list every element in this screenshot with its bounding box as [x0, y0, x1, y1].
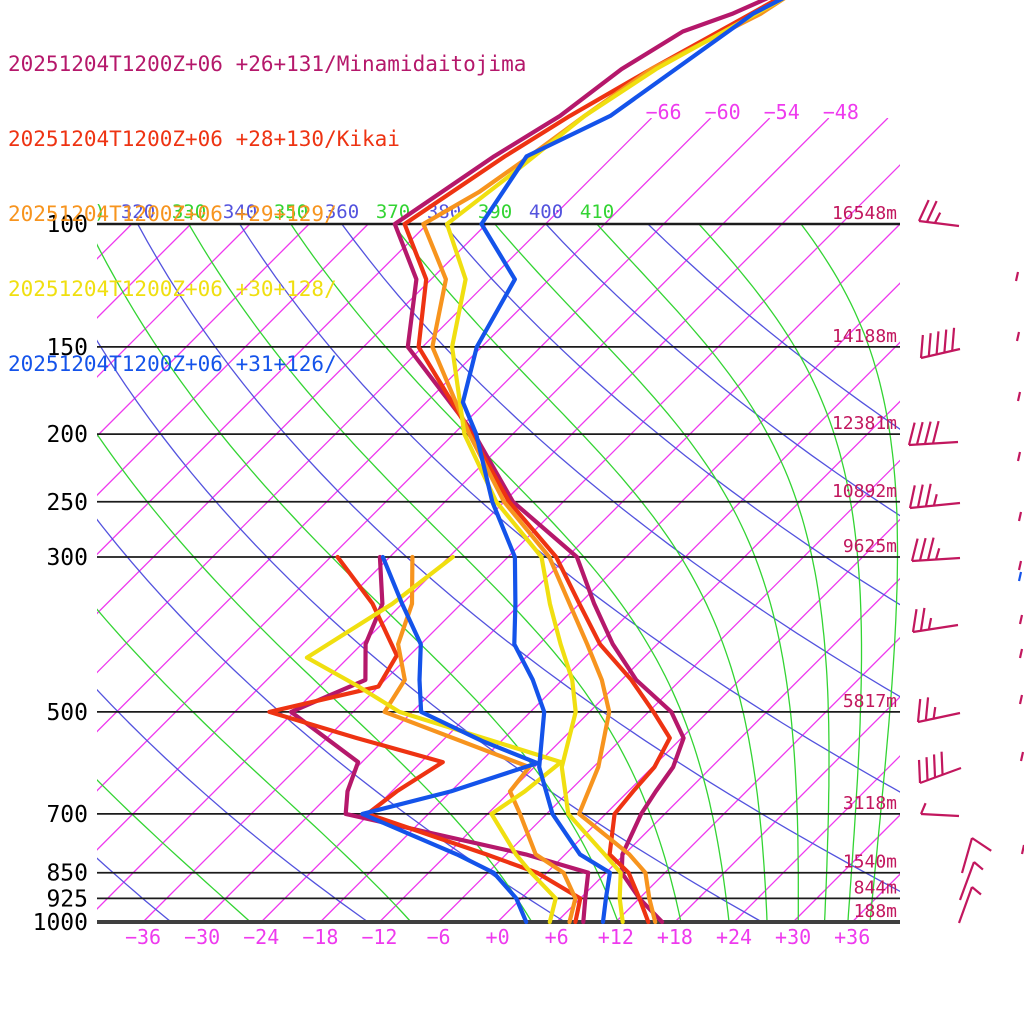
pressure-lines [97, 222, 900, 924]
temp-label-bottom-30: +30 [775, 925, 811, 949]
temp-label-top--54: −54 [764, 100, 800, 124]
temp-label-bottom--36: −36 [125, 925, 161, 949]
pressure-label-700: 700 [46, 802, 88, 828]
dewpoint-curve-minamidaitojima-26-131 [289, 554, 591, 924]
temp-label-bottom-18: +18 [657, 925, 693, 949]
pressure-label-100: 100 [46, 212, 88, 238]
edge-ticks [1014, 271, 1024, 855]
height-label-1540m: 1540m [843, 852, 897, 873]
pressure-label-850: 850 [46, 861, 88, 887]
height-label-3118m: 3118m [843, 793, 897, 814]
temp-label-bottom-12: +12 [598, 925, 634, 949]
pressure-label-200: 200 [46, 422, 88, 448]
theta-label-350: 350 [274, 201, 308, 223]
height-labels: 16548m 14188m 12381m 10892m 9625m 5817m 3118m 1… [832, 203, 897, 922]
pressure-label-300: 300 [46, 545, 88, 571]
height-label-12381m: 12381m [832, 413, 897, 434]
theta-label-330: 330 [172, 201, 206, 223]
pressure-label-925: 925 [46, 886, 88, 912]
pressure-label-1000: 1000 [33, 910, 88, 936]
temp-label-bottom--6: −6 [426, 925, 450, 949]
theta-label-410: 410 [580, 201, 614, 223]
temp-label-bottom--18: −18 [302, 925, 338, 949]
temp-label-bottom-36: +36 [834, 925, 870, 949]
sounding-title-block: 20251204T1200Z+06 +26+131/Minamidaitojim… [8, 2, 526, 427]
pressure-label-500: 500 [46, 700, 88, 726]
temp-label-bottom--24: −24 [243, 925, 279, 949]
temp-label-bottom-24: +24 [716, 925, 752, 949]
temp-labels-top: −66 −60 −54 −48 [645, 100, 858, 124]
theta-label-400: 400 [529, 201, 563, 223]
temp-label-bottom--12: −12 [361, 925, 397, 949]
pressure-label-250: 250 [46, 490, 88, 516]
height-label-16548m: 16548m [832, 203, 897, 224]
pressure-label-150: 150 [46, 335, 88, 361]
temp-label-top--48: −48 [823, 100, 859, 124]
sounding-curves [267, 0, 786, 924]
height-label-10892m: 10892m [832, 481, 897, 502]
dry-adiabat-grid [97, 224, 900, 923]
title-line-5: 20251204T1200Z+06 +31+126/ [8, 352, 337, 376]
height-label-14188m: 14188m [832, 326, 897, 347]
temp-label-bottom--30: −30 [184, 925, 220, 949]
temp-label-bottom-6: +6 [545, 925, 569, 949]
dewpoint-curve--29-129 [382, 554, 578, 924]
height-label-188m: 188m [854, 901, 897, 922]
title-line-4: 20251204T1200Z+06 +30+128/ [8, 277, 337, 301]
theta-label-): ) [94, 201, 105, 223]
temperature-curve--31-126 [460, 0, 785, 924]
wind-barbs [907, 199, 992, 924]
temp-label-top--66: −66 [645, 100, 681, 124]
temperature-curve--30-128 [444, 0, 785, 924]
height-label-844m: 844m [854, 877, 897, 898]
temp-label-top--60: −60 [705, 100, 741, 124]
title-line-3: 20251204T1200Z+06 +29+129/ [8, 202, 337, 226]
dewpoint-curve-kikai-28-130 [267, 554, 583, 924]
moist-adiabat-grid [97, 224, 899, 923]
height-label-9625m: 9625m [843, 536, 897, 557]
height-label-5817m: 5817m [843, 691, 897, 712]
temp-labels-bottom: −36 −30 −24 −18 −12 −6 +0 +6 +12 +18 +24 +30 +36 [125, 925, 870, 949]
theta-label-340: 340 [223, 201, 257, 223]
temperature-curve-kikai-28-130 [402, 0, 780, 924]
theta-label-320: 320 [121, 201, 155, 223]
title-line-2: 20251204T1200Z+06 +28+130/Kikai [8, 127, 400, 151]
temperature-curve-minamidaitojima-26-131 [392, 0, 769, 924]
isotherm-grid [97, 118, 900, 923]
title-line-1: 20251204T1200Z+06 +26+131/Minamidaitojim… [8, 52, 527, 76]
theta-label-360: 360 [325, 201, 359, 223]
temp-label-bottom-0: +0 [486, 925, 510, 949]
dewpoint-curve--31-126 [360, 554, 540, 924]
